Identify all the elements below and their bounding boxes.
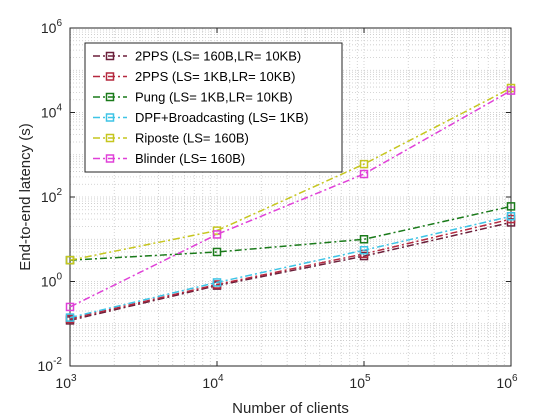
legend-marker-swatch [105, 154, 115, 163]
legend-label: Riposte (LS= 160B) [135, 131, 249, 146]
legend-entry: Blinder (LS= 160B) [93, 151, 245, 166]
legend-box [84, 42, 343, 173]
series-6 [65, 86, 516, 312]
series-line [69, 221, 512, 322]
data-point [359, 245, 369, 255]
y-axis-label: End-to-end latency (s) [17, 123, 34, 271]
series-line [69, 218, 512, 320]
legend-label: Blinder (LS= 160B) [135, 151, 245, 166]
legend-label: 2PPS (LS= 1KB,LR= 10KB) [135, 69, 295, 84]
series-line [69, 205, 512, 261]
legend-marker-swatch [105, 72, 115, 81]
legend-entry: DPF+Broadcasting (LS= 1KB) [93, 110, 308, 125]
data-point [506, 86, 516, 95]
legend-marker-swatch [105, 133, 115, 143]
series-line [69, 215, 512, 319]
series-line [69, 87, 512, 261]
data-point [65, 302, 75, 312]
data-point [212, 230, 222, 239]
series-group [65, 83, 516, 325]
data-point [65, 255, 75, 265]
x-axis-label: Number of clients [232, 400, 349, 417]
series-4 [65, 212, 516, 322]
legend-marker-swatch [105, 51, 115, 61]
data-point [212, 247, 222, 257]
series-line [69, 89, 512, 308]
legend-marker-swatch [105, 113, 115, 122]
data-point [359, 235, 369, 244]
legend: 2PPS (LS= 160B,LR= 10KB) 2PPS (LS= 1KB,LR… [84, 42, 343, 173]
data-point [506, 202, 516, 211]
legend-marker-swatch [105, 92, 115, 102]
data-point [212, 278, 222, 287]
legend-label: Pung (LS= 1KB,LR= 10KB) [135, 90, 293, 105]
legend-entry: 2PPS (LS= 1KB,LR= 10KB) [93, 69, 295, 84]
data-point [359, 169, 369, 179]
legend-entry: 2PPS (LS= 160B,LR= 10KB) [93, 49, 301, 64]
legend-label: DPF+Broadcasting (LS= 1KB) [135, 110, 308, 125]
legend-entry: Pung (LS= 1KB,LR= 10KB) [93, 90, 293, 105]
legend-entry: Riposte (LS= 160B) [93, 131, 249, 146]
data-point [65, 313, 75, 322]
data-point [506, 212, 516, 221]
data-point [359, 159, 369, 169]
legend-label: 2PPS (LS= 160B,LR= 10KB) [135, 49, 301, 64]
